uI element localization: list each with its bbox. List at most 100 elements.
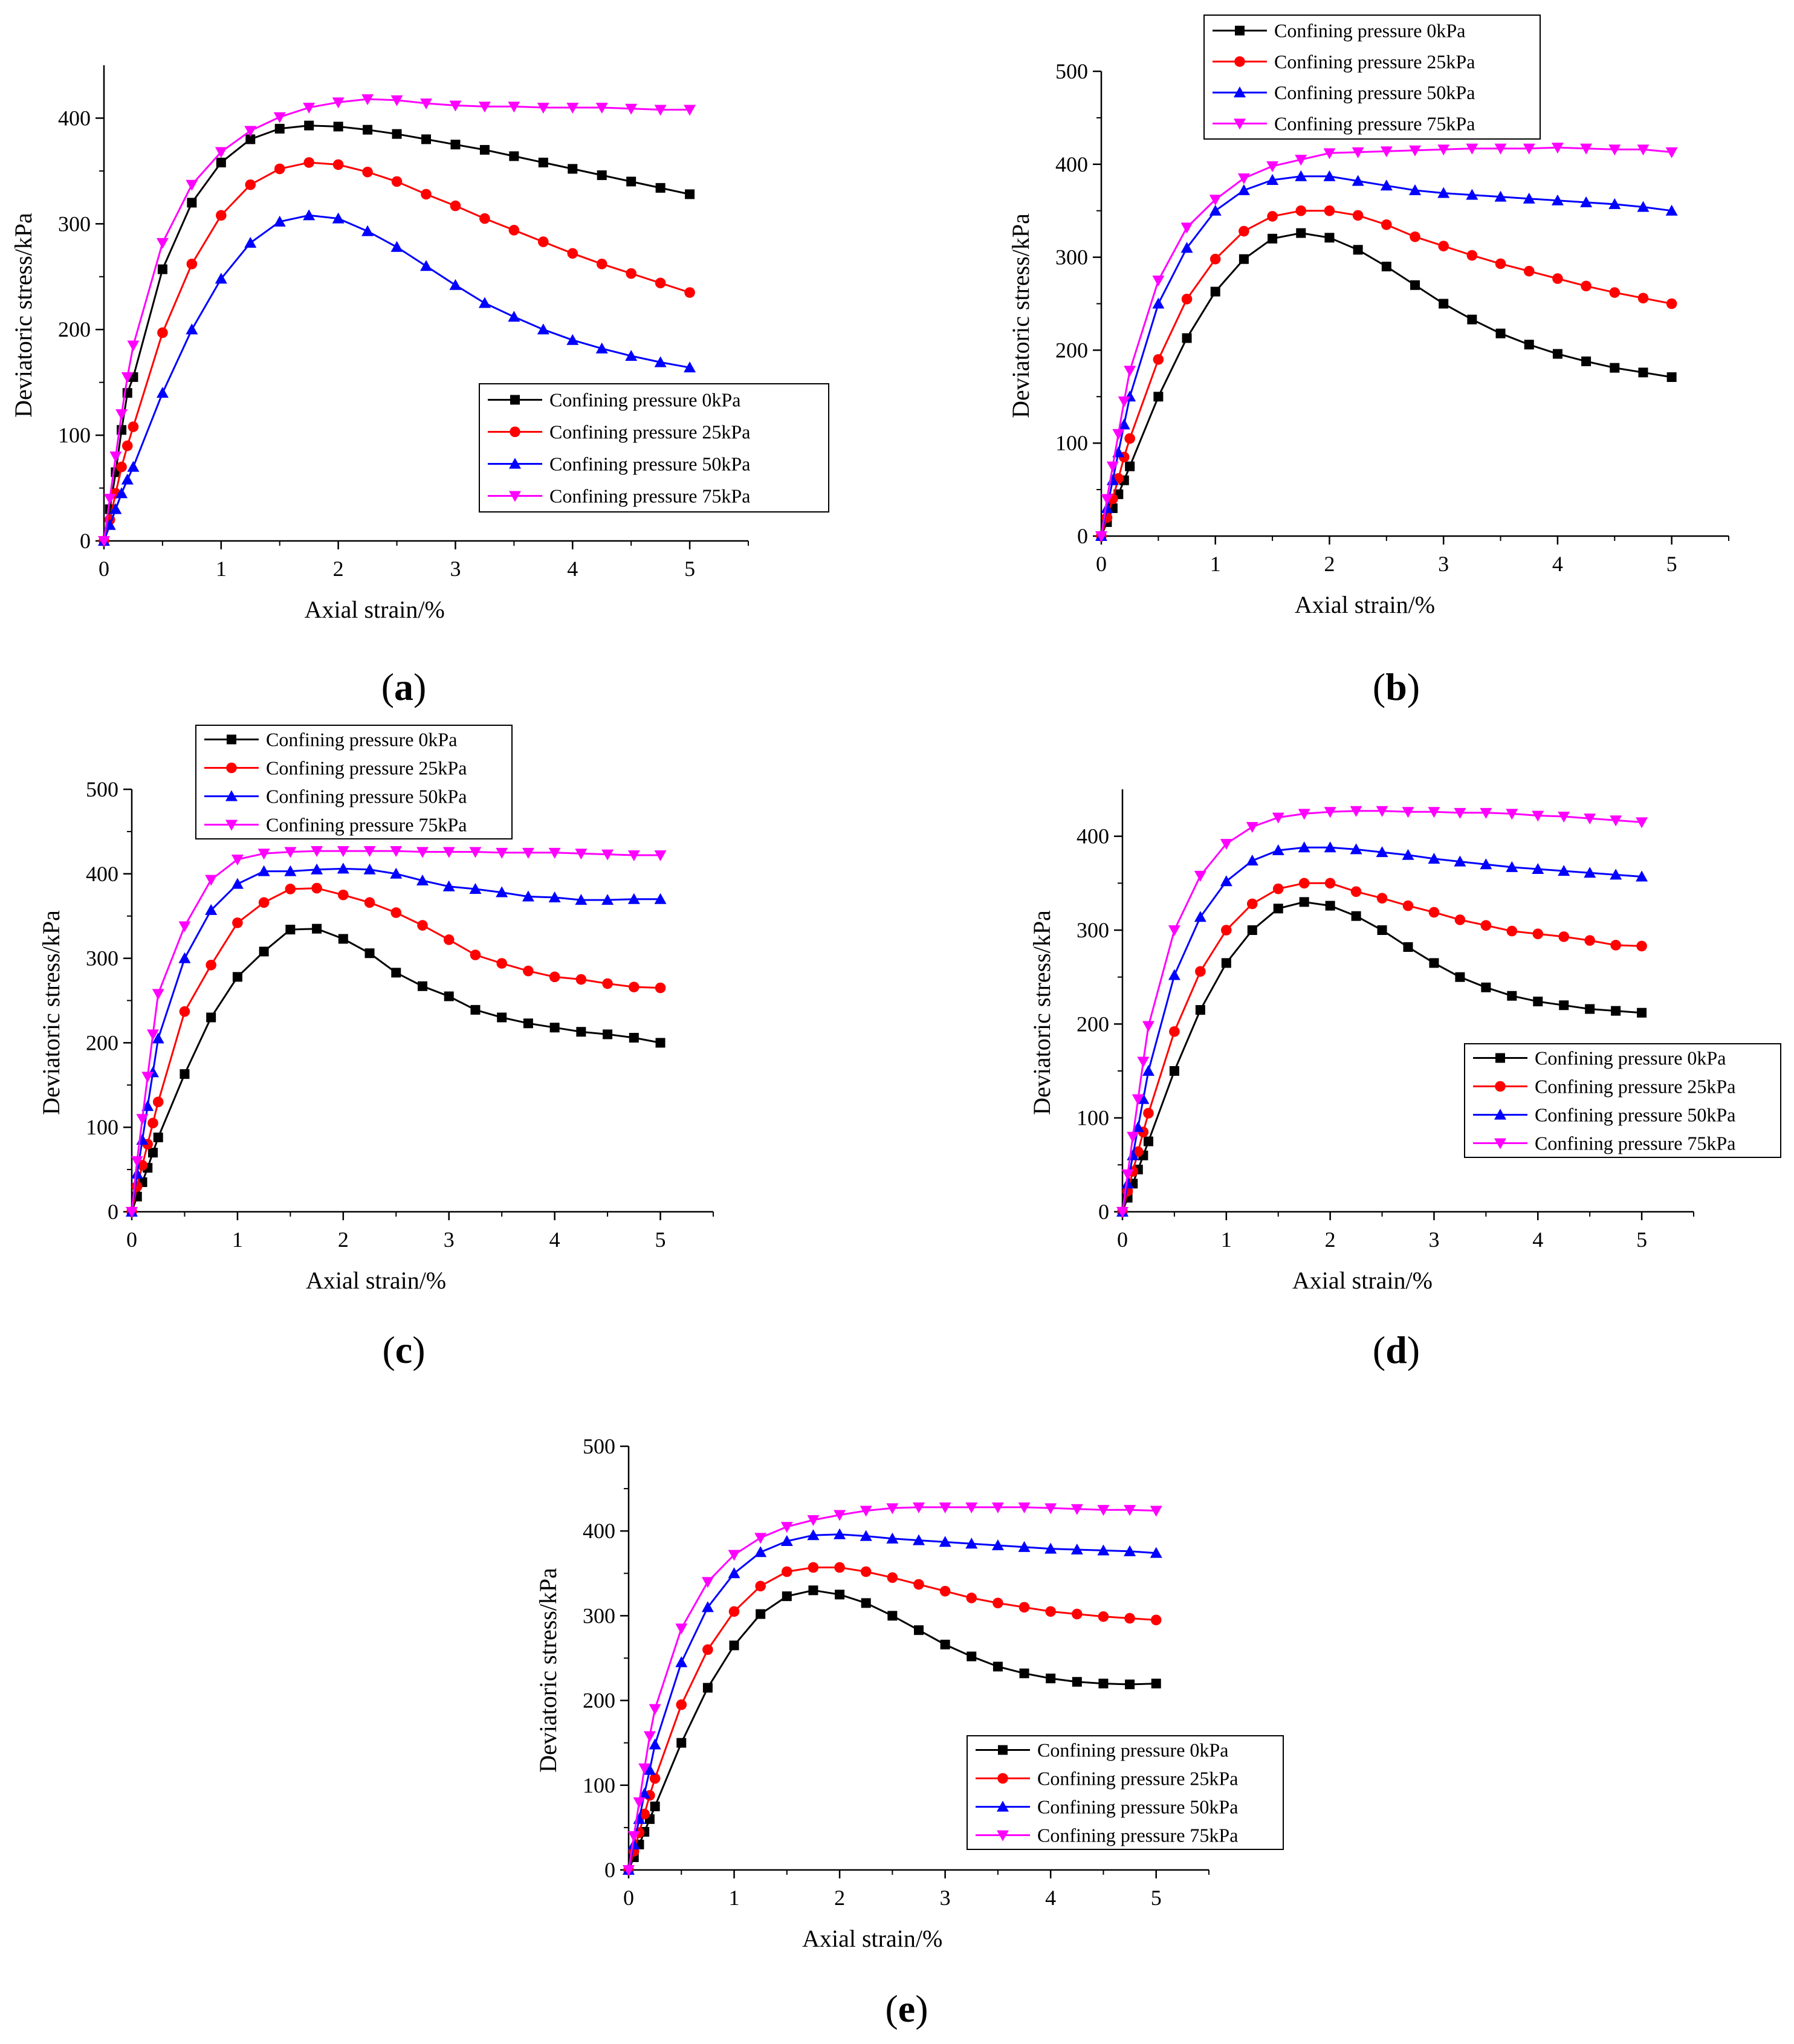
data-point [1142, 1021, 1154, 1032]
data-point [1195, 1005, 1205, 1015]
data-point [1636, 940, 1647, 952]
data-point [1402, 900, 1414, 911]
data-point [1106, 461, 1119, 473]
data-point [1428, 852, 1440, 864]
data-point [131, 1156, 143, 1168]
y-tick-label: 100 [58, 423, 91, 447]
data-point [626, 176, 636, 187]
data-point [1124, 1612, 1135, 1624]
data-point [993, 1597, 1003, 1609]
data-point [939, 1585, 951, 1597]
data-point [1168, 969, 1180, 980]
y-axis-title: Deviatoric stress/kPa [10, 213, 37, 418]
data-point [231, 855, 244, 866]
data-point [629, 982, 640, 992]
data-point [702, 1683, 713, 1693]
data-point [650, 1801, 660, 1811]
legend-box [195, 725, 513, 839]
data-point [333, 121, 343, 132]
data-point [1132, 1094, 1144, 1105]
data-point [549, 971, 560, 983]
series-2 [1116, 841, 1648, 1217]
data-point [807, 1529, 820, 1541]
data-point [303, 209, 316, 221]
data-point [215, 273, 227, 284]
data-point [1112, 429, 1125, 440]
data-point [684, 361, 696, 373]
y-tick-label: 200 [1077, 1012, 1109, 1036]
data-point [284, 847, 297, 858]
data-point [638, 1787, 651, 1799]
data-point [1298, 809, 1310, 820]
data-point [860, 1566, 872, 1577]
x-tick-label: 0 [99, 557, 109, 581]
y-tick-label: 400 [86, 862, 118, 886]
x-tick-label: 5 [684, 557, 695, 581]
panel-label-open: ( [382, 1328, 395, 1371]
data-point [1559, 1000, 1569, 1011]
data-point [157, 327, 168, 338]
data-point [625, 349, 638, 361]
data-point [595, 342, 608, 354]
data-point [1044, 1542, 1057, 1554]
data-point [1210, 286, 1220, 297]
data-point [1125, 461, 1135, 471]
series-1 [1117, 878, 1647, 1217]
data-point [186, 323, 198, 335]
x-tick-label: 1 [1221, 1227, 1232, 1252]
panel-label: (c) [382, 1328, 425, 1371]
data-point [1098, 1678, 1109, 1689]
data-point [808, 1585, 818, 1596]
data-point [1150, 1547, 1162, 1558]
data-point [1410, 280, 1420, 290]
legend: Confining pressure 0kPa Confining pressur… [1464, 1043, 1781, 1158]
x-tick-label: 5 [655, 1227, 666, 1252]
data-point [537, 323, 549, 335]
data-point [1532, 863, 1544, 875]
data-point [1507, 991, 1517, 1001]
series-1 [623, 1562, 1162, 1875]
data-point [991, 1539, 1004, 1551]
x-tick-label: 3 [450, 557, 461, 581]
data-point [684, 287, 695, 298]
data-point [1168, 925, 1180, 936]
data-point [157, 264, 167, 274]
data-point [728, 1567, 740, 1579]
legend-marker [1234, 56, 1245, 67]
legend-label: Confining pressure 75kPa [1274, 112, 1475, 134]
data-point [1246, 855, 1258, 866]
x-tick-label: 1 [729, 1886, 740, 1910]
data-point [523, 965, 534, 977]
data-point [1558, 812, 1570, 823]
data-point [913, 1579, 924, 1590]
data-point [1151, 1678, 1161, 1689]
data-point [1124, 433, 1135, 444]
data-point [1220, 839, 1232, 850]
data-point [1580, 143, 1593, 155]
data-point [1380, 179, 1393, 191]
data-point [549, 1023, 560, 1033]
x-tick-label: 2 [1325, 1227, 1336, 1252]
data-point [1610, 940, 1621, 951]
x-tick-label: 2 [333, 557, 344, 581]
y-axis-title: Deviatoric stress/kPa [1028, 910, 1055, 1115]
data-point [1580, 196, 1593, 207]
data-point [450, 140, 461, 150]
data-point [311, 846, 323, 858]
data-point [887, 1611, 898, 1621]
data-point [1153, 354, 1164, 365]
legend-label: Confining pressure 75kPa [549, 485, 750, 507]
y-tick-label: 300 [58, 212, 91, 236]
series-3 [623, 1502, 1162, 1876]
data-point [655, 1038, 665, 1048]
data-point [834, 1510, 846, 1521]
data-point [469, 882, 482, 894]
data-point [655, 982, 666, 994]
legend-marker [997, 1830, 1009, 1842]
data-point [886, 1532, 899, 1544]
data-point [702, 1644, 713, 1655]
data-point [1380, 146, 1393, 158]
series-3 [1095, 143, 1678, 542]
data-point [643, 1764, 656, 1775]
